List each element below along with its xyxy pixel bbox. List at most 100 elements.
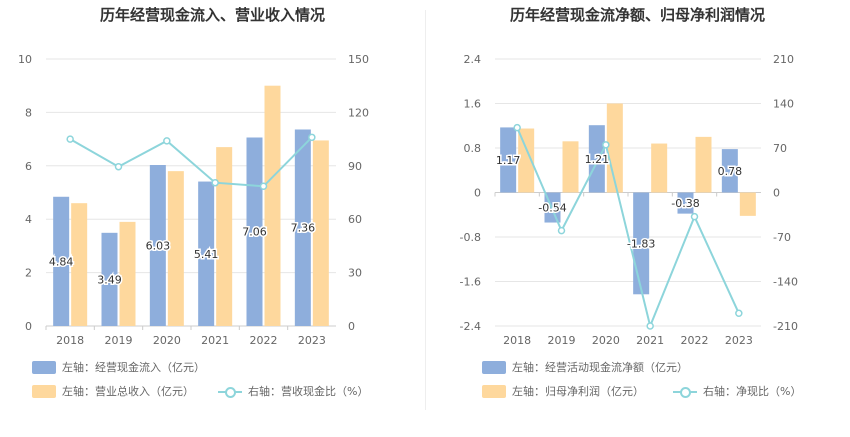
left-axis-tick-label: 4 (25, 213, 32, 226)
legend-label: 右轴：营收现金比（%） (248, 385, 369, 398)
bar-data-label: 6.03 (146, 239, 171, 252)
bar-data-label: 3.49 (97, 273, 122, 286)
bar-data-label: 4.84 (49, 255, 74, 268)
x-axis-tick-label: 2021 (636, 334, 664, 347)
bar-series2 (119, 221, 136, 326)
x-axis-tick-label: 2018 (503, 334, 531, 347)
x-axis-tick-label: 2019 (548, 334, 576, 347)
blue-swatch-icon (32, 360, 56, 374)
bar-series2 (518, 128, 535, 193)
right-axis-tick-label: 30 (348, 267, 362, 280)
x-axis-tick-label: 2021 (201, 334, 229, 347)
left-axis-tick-label: 0 (25, 320, 32, 333)
legend-label: 右轴：净现比（%） (703, 385, 802, 398)
bar-series2 (312, 140, 329, 326)
bar-series1 (500, 127, 517, 193)
left-axis-tick-label: -0.8 (460, 231, 481, 244)
legend-label: 左轴：归母净利润（亿元） (512, 385, 644, 398)
bar-series2 (216, 147, 233, 326)
ratio-line (69, 136, 313, 188)
left-chart-svg: 0 2 4 6 8 10 0 30 60 90 120 150 2018 2019 2020 2021 2022… (18, 53, 369, 347)
x-axis-tick-label: 2023 (725, 334, 753, 347)
left-axis-tick-label: -1.6 (460, 276, 481, 289)
ratio-point (211, 178, 219, 187)
bar-data-label: 0.78 (718, 165, 743, 178)
ratio-point (308, 133, 316, 142)
ratio-point (735, 309, 743, 318)
right-axis-tick-label: 210 (773, 53, 794, 66)
right-chart-panel: 历年经营现金流净额、归母净利润情况 -2.4 -1.6 -0.8 0 0.8 1.6 2.4… (425, 0, 850, 437)
left-axis-tick-label: 2 (25, 267, 32, 280)
orange-swatch-icon (32, 384, 56, 398)
bar-series1 (53, 196, 70, 326)
bar-series2 (651, 143, 668, 193)
bar-series2 (739, 192, 756, 216)
x-axis-tick-label: 2018 (56, 334, 84, 347)
ratio-point (513, 123, 521, 132)
left-axis-tick-label: 1.6 (464, 98, 482, 111)
right-axis-tick-label: -140 (773, 276, 798, 289)
x-axis-tick-label: 2023 (298, 334, 326, 347)
ratio-line (516, 127, 740, 330)
ratio-point (259, 182, 268, 191)
bar-series1 (588, 125, 605, 193)
bar-data-label: -0.38 (671, 197, 699, 210)
bar-series2 (695, 136, 712, 193)
bar-data-label: 5.41 (194, 248, 219, 261)
bar-series1 (101, 232, 118, 326)
ratio-point (114, 162, 123, 171)
ratio-point (690, 212, 699, 221)
x-axis-tick-label: 2020 (592, 334, 620, 347)
left-axis-tick-label: 2.4 (464, 53, 482, 66)
bar-series1 (677, 192, 694, 214)
bar-data-label: 1.21 (585, 153, 610, 166)
bar-series1 (294, 129, 311, 326)
bar-data-label: -0.54 (538, 202, 566, 215)
legend-label: 左轴：经营现金流入（亿元） (62, 361, 205, 374)
right-axis-tick-label: -210 (773, 320, 798, 333)
left-axis-tick-label: 0.8 (464, 142, 482, 155)
x-axis-tick-label: 2020 (153, 334, 181, 347)
bar-series2 (562, 141, 579, 193)
right-axis-tick-label: 0 (348, 320, 355, 333)
blue-swatch-icon (482, 360, 506, 374)
legend-label: 左轴：经营活动现金流净额（亿元） (512, 361, 688, 374)
left-legend-item-cash-inflow[interactable]: 左轴：经营现金流入（亿元） (32, 359, 205, 375)
bar-data-label: 1.17 (496, 154, 521, 167)
right-axis-tick-label: 120 (348, 106, 369, 119)
line-marker-icon (218, 385, 242, 398)
left-chart-title: 历年经营现金流入、营业收入情况 (99, 6, 325, 24)
right-legend-item-net-cash[interactable]: 左轴：经营活动现金流净额（亿元） (482, 359, 688, 375)
legend-label: 左轴：营业总收入（亿元） (62, 385, 194, 398)
left-axis-tick-label: -2.4 (460, 320, 481, 333)
bar-series2 (606, 103, 623, 193)
left-axis-tick-label: 8 (25, 106, 32, 119)
bar-series2 (167, 171, 184, 326)
x-axis-tick-label: 2022 (250, 334, 278, 347)
right-chart-svg: -2.4 -1.6 -0.8 0 0.8 1.6 2.4 -210 -140 -70 0 70 140 2… (460, 53, 798, 347)
right-legend-item-ratio[interactable]: 右轴：净现比（%） (673, 383, 801, 399)
bar-series1 (149, 164, 166, 326)
bar-data-label: 7.36 (291, 222, 316, 235)
right-axis-tick-label: 150 (348, 53, 369, 66)
ratio-point (163, 137, 171, 145)
ratio-point (66, 135, 74, 143)
left-axis-tick-label: 10 (18, 53, 32, 66)
bar-data-label: -1.83 (627, 237, 655, 250)
ratio-point (646, 322, 654, 330)
left-axis-tick-label: 6 (25, 160, 32, 173)
right-axis-tick-label: -70 (773, 231, 791, 244)
right-axis-tick-label: 0 (773, 187, 780, 200)
left-chart-panel: 历年经营现金流入、营业收入情况 0 2 4 6 8 10 0 30 60 90 120 150 2018… (18, 6, 369, 399)
bar-series2 (264, 85, 281, 326)
bar-data-label: 7.06 (242, 226, 267, 239)
line-marker-icon (673, 385, 697, 398)
bar-series1 (198, 181, 215, 326)
left-legend-item-revenue[interactable]: 左轴：营业总收入（亿元） (32, 383, 194, 399)
x-axis-tick-label: 2019 (105, 334, 133, 347)
bar-series2 (71, 203, 88, 326)
right-legend-item-net-profit[interactable]: 左轴：归母净利润（亿元） (482, 383, 644, 399)
ratio-point (557, 226, 566, 235)
left-legend-item-ratio[interactable]: 右轴：营收现金比（%） (218, 383, 368, 399)
right-axis-tick-label: 140 (773, 98, 794, 111)
